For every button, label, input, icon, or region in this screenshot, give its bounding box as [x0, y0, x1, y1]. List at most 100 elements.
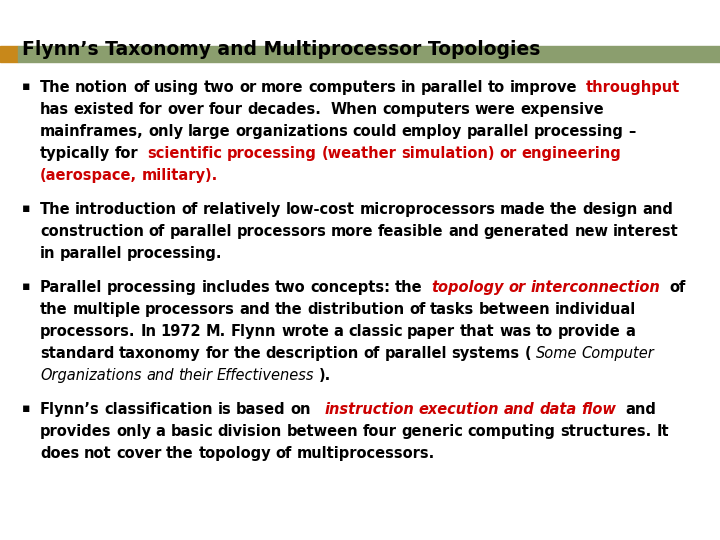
Text: the: the — [550, 202, 578, 217]
Text: parallel: parallel — [169, 224, 232, 239]
Text: and: and — [240, 302, 271, 317]
Text: topology: topology — [199, 446, 271, 461]
Text: between: between — [287, 424, 358, 439]
Text: Effectiveness: Effectiveness — [217, 368, 315, 383]
Text: that: that — [460, 324, 495, 339]
Text: parallel: parallel — [420, 80, 483, 95]
Text: feasible: feasible — [378, 224, 444, 239]
Text: construction: construction — [40, 224, 144, 239]
Text: interest: interest — [613, 224, 679, 239]
Text: multiple: multiple — [72, 302, 140, 317]
Text: typically: typically — [40, 146, 110, 161]
Text: notion: notion — [76, 80, 128, 95]
Text: is: is — [217, 402, 231, 417]
Text: of: of — [148, 224, 165, 239]
Text: or: or — [509, 280, 526, 295]
Text: cover: cover — [116, 446, 161, 461]
Text: not: not — [84, 446, 112, 461]
Text: decades.: decades. — [248, 102, 321, 117]
Text: systems: systems — [451, 346, 520, 361]
Text: the: the — [233, 346, 261, 361]
Text: could: could — [353, 124, 397, 139]
Text: ▪: ▪ — [22, 402, 30, 415]
Text: processing: processing — [107, 280, 197, 295]
Text: simulation): simulation) — [401, 146, 495, 161]
Text: M.: M. — [206, 324, 226, 339]
Text: classification: classification — [104, 402, 213, 417]
Text: instruction: instruction — [325, 402, 414, 417]
Text: ▪: ▪ — [22, 280, 30, 293]
Text: basic: basic — [170, 424, 213, 439]
Text: parallel: parallel — [384, 346, 447, 361]
Text: military).: military). — [142, 168, 218, 183]
Text: engineering: engineering — [521, 146, 621, 161]
Text: (: ( — [524, 346, 531, 361]
Text: does: does — [40, 446, 79, 461]
Text: 1972: 1972 — [161, 324, 202, 339]
Text: the: the — [275, 302, 302, 317]
Text: in: in — [400, 80, 416, 95]
Text: throughput: throughput — [586, 80, 680, 95]
Text: employ: employ — [402, 124, 462, 139]
Text: for: for — [114, 146, 138, 161]
Text: existed: existed — [73, 102, 135, 117]
Text: more: more — [331, 224, 374, 239]
Text: made: made — [500, 202, 546, 217]
Text: four: four — [209, 102, 243, 117]
Text: description: description — [266, 346, 359, 361]
Text: a: a — [156, 424, 166, 439]
Text: or: or — [500, 146, 517, 161]
Text: large: large — [188, 124, 230, 139]
Text: computing: computing — [468, 424, 556, 439]
Text: Computer: Computer — [582, 346, 654, 361]
Text: processing: processing — [534, 124, 624, 139]
Text: was: was — [499, 324, 531, 339]
Text: of: of — [670, 280, 686, 295]
Text: topology: topology — [431, 280, 504, 295]
Text: and: and — [626, 402, 656, 417]
Text: When: When — [330, 102, 377, 117]
Text: Flynn’s: Flynn’s — [40, 402, 100, 417]
Text: individual: individual — [555, 302, 636, 317]
Text: four: four — [363, 424, 397, 439]
Text: data: data — [539, 402, 577, 417]
Text: expensive: expensive — [520, 102, 604, 117]
Text: the: the — [395, 280, 423, 295]
Text: generated: generated — [484, 224, 570, 239]
Text: Organizations: Organizations — [40, 368, 142, 383]
Text: It: It — [656, 424, 669, 439]
Text: and: and — [146, 368, 174, 383]
Text: on: on — [290, 402, 310, 417]
Text: scientific: scientific — [148, 146, 222, 161]
Text: has: has — [40, 102, 69, 117]
Text: tasks: tasks — [430, 302, 474, 317]
Text: provide: provide — [558, 324, 621, 339]
Text: two: two — [204, 80, 235, 95]
Text: processing: processing — [228, 146, 317, 161]
Text: processors: processors — [237, 224, 326, 239]
Text: multiprocessors.: multiprocessors. — [297, 446, 435, 461]
Text: for: for — [139, 102, 163, 117]
Text: and: and — [449, 224, 480, 239]
Text: structures.: structures. — [560, 424, 652, 439]
Text: distribution: distribution — [307, 302, 405, 317]
Text: and: and — [642, 202, 673, 217]
Text: organizations: organizations — [235, 124, 348, 139]
Text: the: the — [166, 446, 194, 461]
Text: The: The — [40, 202, 71, 217]
Text: generic: generic — [401, 424, 463, 439]
Text: division: division — [217, 424, 282, 439]
Text: microprocessors: microprocessors — [359, 202, 495, 217]
Text: ).: ). — [319, 368, 331, 383]
Text: and: and — [504, 402, 535, 417]
Text: of: of — [182, 202, 198, 217]
Text: flow: flow — [581, 402, 616, 417]
Text: Some: Some — [536, 346, 577, 361]
Text: concepts:: concepts: — [310, 280, 390, 295]
Text: (aerospace,: (aerospace, — [40, 168, 137, 183]
Text: execution: execution — [419, 402, 500, 417]
Text: were: were — [474, 102, 516, 117]
Text: new: new — [575, 224, 608, 239]
Text: improve: improve — [510, 80, 577, 95]
Text: to: to — [536, 324, 553, 339]
